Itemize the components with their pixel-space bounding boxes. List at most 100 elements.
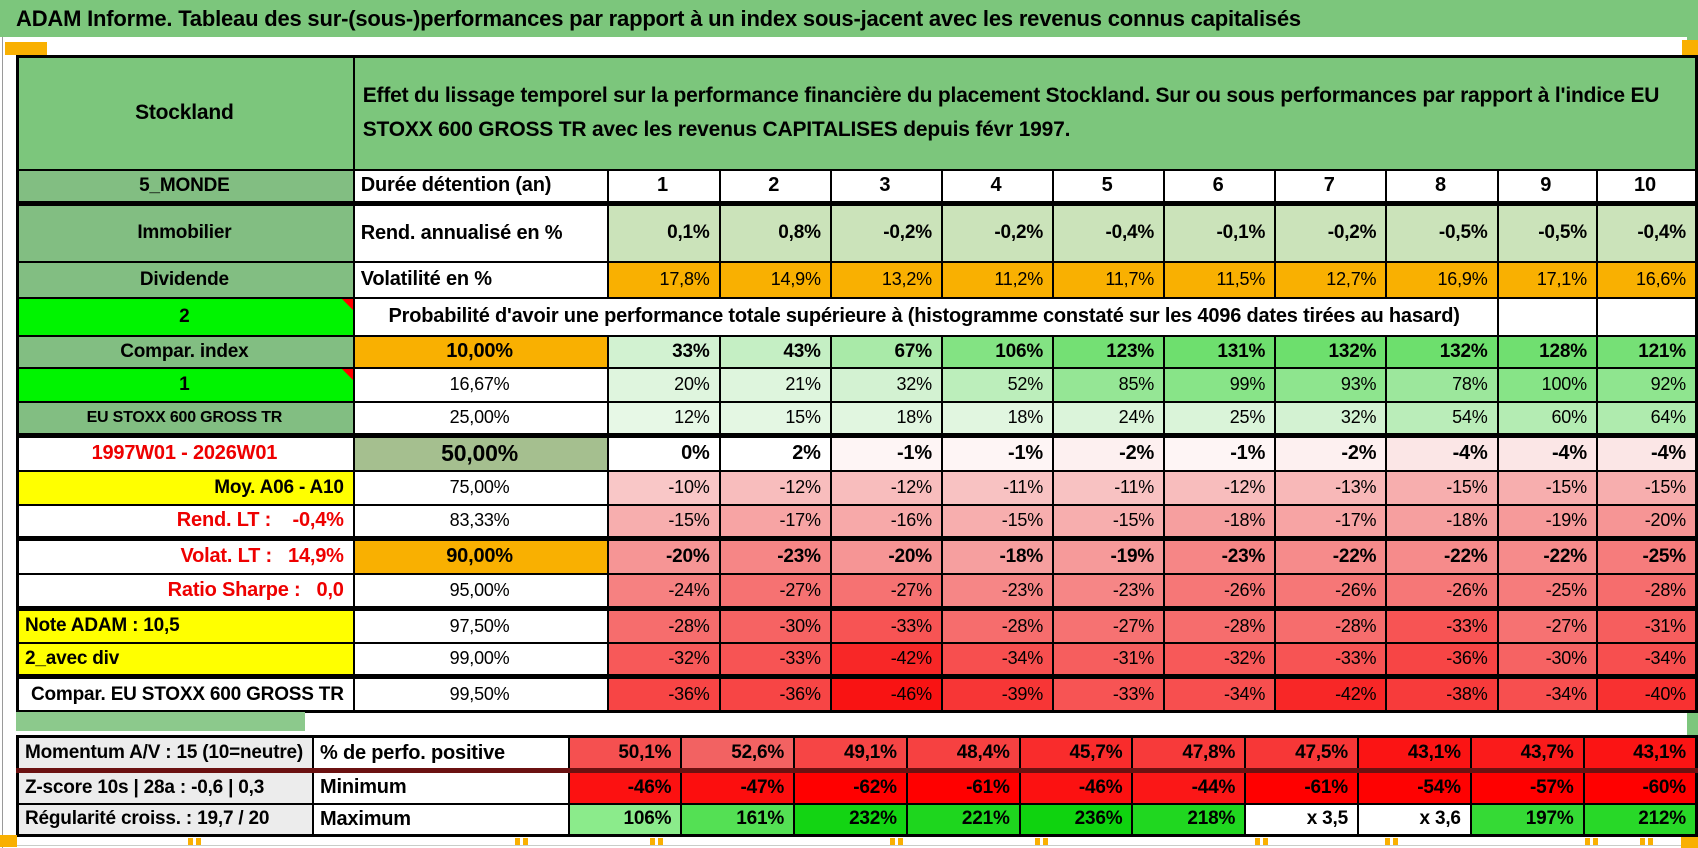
cell-p1667-9[interactable]: 100% xyxy=(1496,366,1598,403)
cell-p10-4[interactable]: 106% xyxy=(940,334,1055,369)
cell-p99-4[interactable]: -34% xyxy=(940,641,1055,678)
cell-rend-7[interactable]: -0,2% xyxy=(1274,202,1388,263)
row-header-p995[interactable]: 99,50% xyxy=(352,674,610,713)
cell-p75-10[interactable]: -15% xyxy=(1595,469,1698,506)
cell-p25-3[interactable]: 18% xyxy=(829,400,943,437)
cell-perfpos-7[interactable]: 47,5% xyxy=(1244,735,1359,772)
cell-p10-1[interactable]: 33% xyxy=(607,334,721,369)
cell-p75-6[interactable]: -12% xyxy=(1163,469,1277,506)
cell-proba-9[interactable] xyxy=(1496,296,1598,337)
cell-p25-1[interactable]: 12% xyxy=(607,400,721,437)
cell-p10-7[interactable]: 132% xyxy=(1274,334,1388,369)
cell-rend-1[interactable]: 0,1% xyxy=(607,202,721,263)
cell-p995-10[interactable]: -40% xyxy=(1595,674,1698,713)
cell-volat-4[interactable]: 11,2% xyxy=(940,260,1055,299)
cell-p995-9[interactable]: -34% xyxy=(1496,674,1598,713)
cell-duree-3[interactable]: 3 xyxy=(829,168,943,206)
cell-p75-3[interactable]: -12% xyxy=(829,469,943,506)
row-header-min[interactable]: Minimum xyxy=(312,768,570,805)
cell-p99-10[interactable]: -34% xyxy=(1595,641,1698,678)
cell-max-4[interactable]: 221% xyxy=(905,802,1021,837)
row-header-volat[interactable]: Volatilité en % xyxy=(352,260,610,299)
cell-p75-2[interactable]: -12% xyxy=(718,469,832,506)
cell-duree-9[interactable]: 9 xyxy=(1496,168,1598,206)
cell-p995-2[interactable]: -36% xyxy=(718,674,832,713)
row-label-p995[interactable]: Compar. EU STOXX 600 GROSS TR xyxy=(16,674,355,713)
cell-p25-2[interactable]: 15% xyxy=(718,400,832,437)
cell-volat-1[interactable]: 17,8% xyxy=(607,260,721,299)
cell-p75-8[interactable]: -15% xyxy=(1385,469,1499,506)
cell-p75-7[interactable]: -13% xyxy=(1274,469,1388,506)
cell-p975-4[interactable]: -28% xyxy=(940,606,1055,644)
cell-p95-5[interactable]: -23% xyxy=(1052,572,1166,610)
cell-min-5[interactable]: -46% xyxy=(1018,768,1134,805)
table-description-cell[interactable]: Effet du lissage temporel sur la perform… xyxy=(352,55,1698,171)
cell-volat-10[interactable]: 16,6% xyxy=(1595,260,1698,299)
cell-perfpos-6[interactable]: 47,8% xyxy=(1131,735,1247,772)
cell-p90-5[interactable]: -19% xyxy=(1052,536,1166,575)
cell-p10-2[interactable]: 43% xyxy=(718,334,832,369)
cell-p975-6[interactable]: -28% xyxy=(1163,606,1277,644)
row-label-p50[interactable]: 1997W01 - 2026W01 xyxy=(16,433,355,472)
cell-perfpos-8[interactable]: 43,1% xyxy=(1356,735,1472,772)
cell-duree-2[interactable]: 2 xyxy=(718,168,832,206)
cell-p95-1[interactable]: -24% xyxy=(607,572,721,610)
cell-min-7[interactable]: -61% xyxy=(1244,768,1359,805)
cell-p99-2[interactable]: -33% xyxy=(718,641,832,678)
cell-p75-4[interactable]: -11% xyxy=(940,469,1055,506)
cell-p10-10[interactable]: 121% xyxy=(1595,334,1698,369)
cell-p75-5[interactable]: -11% xyxy=(1052,469,1166,506)
cell-max-1[interactable]: 106% xyxy=(567,802,683,837)
cell-duree-6[interactable]: 6 xyxy=(1163,168,1277,206)
row-label-p8333[interactable]: Rend. LT : -0,4% xyxy=(16,503,355,540)
cell-perfpos-1[interactable]: 50,1% xyxy=(567,735,683,772)
cell-p8333-4[interactable]: -15% xyxy=(940,503,1055,540)
row-header-duree[interactable]: Durée détention (an) xyxy=(352,168,610,206)
cell-perfpos-5[interactable]: 45,7% xyxy=(1018,735,1134,772)
cell-p50-6[interactable]: -1% xyxy=(1163,433,1277,472)
cell-p1667-2[interactable]: 21% xyxy=(718,366,832,403)
cell-p10-8[interactable]: 132% xyxy=(1385,334,1499,369)
cell-perfpos-4[interactable]: 48,4% xyxy=(905,735,1021,772)
probability-caption-cell[interactable]: Probabilité d'avoir une performance tota… xyxy=(352,296,1499,337)
row-header-p90[interactable]: 90,00% xyxy=(352,536,610,575)
cell-p25-5[interactable]: 24% xyxy=(1052,400,1166,437)
row-label-min[interactable]: Z-score 10s | 28a : -0,6 | 0,3 xyxy=(16,768,315,805)
cell-max-7[interactable]: x 3,5 xyxy=(1244,802,1359,837)
cell-p95-9[interactable]: -25% xyxy=(1496,572,1598,610)
cell-max-2[interactable]: 161% xyxy=(680,802,796,837)
cell-p99-1[interactable]: -32% xyxy=(607,641,721,678)
cell-p995-4[interactable]: -39% xyxy=(940,674,1055,713)
cell-max-3[interactable]: 232% xyxy=(793,802,908,837)
cell-min-8[interactable]: -54% xyxy=(1356,768,1472,805)
row-header-p8333[interactable]: 83,33% xyxy=(352,503,610,540)
cell-duree-10[interactable]: 10 xyxy=(1595,168,1698,206)
cell-p995-1[interactable]: -36% xyxy=(607,674,721,713)
cell-p25-10[interactable]: 64% xyxy=(1595,400,1698,437)
cell-volat-2[interactable]: 14,9% xyxy=(718,260,832,299)
cell-min-9[interactable]: -57% xyxy=(1469,768,1585,805)
cell-p1667-1[interactable]: 20% xyxy=(607,366,721,403)
cell-p50-8[interactable]: -4% xyxy=(1385,433,1499,472)
cell-p25-4[interactable]: 18% xyxy=(940,400,1055,437)
cell-p95-6[interactable]: -26% xyxy=(1163,572,1277,610)
cell-p25-8[interactable]: 54% xyxy=(1385,400,1499,437)
cell-p8333-5[interactable]: -15% xyxy=(1052,503,1166,540)
cell-min-10[interactable]: -60% xyxy=(1582,768,1698,805)
cell-p995-3[interactable]: -46% xyxy=(829,674,943,713)
cell-p975-7[interactable]: -28% xyxy=(1274,606,1388,644)
row-header-p95[interactable]: 95,00% xyxy=(352,572,610,610)
row-label-p10[interactable]: Compar. index xyxy=(16,334,355,369)
cell-max-9[interactable]: 197% xyxy=(1469,802,1585,837)
cell-p975-5[interactable]: -27% xyxy=(1052,606,1166,644)
cell-p50-3[interactable]: -1% xyxy=(829,433,943,472)
cell-p25-7[interactable]: 32% xyxy=(1274,400,1388,437)
row-header-p10[interactable]: 10,00% xyxy=(352,334,610,369)
cell-volat-3[interactable]: 13,2% xyxy=(829,260,943,299)
cell-p8333-8[interactable]: -18% xyxy=(1385,503,1499,540)
row-label-p75[interactable]: Moy. A06 - A10 xyxy=(16,469,355,506)
cell-p1667-4[interactable]: 52% xyxy=(940,366,1055,403)
cell-p1667-6[interactable]: 99% xyxy=(1163,366,1277,403)
row-header-perfpos[interactable]: % de perfo. positive xyxy=(312,735,570,772)
cell-p99-8[interactable]: -36% xyxy=(1385,641,1499,678)
